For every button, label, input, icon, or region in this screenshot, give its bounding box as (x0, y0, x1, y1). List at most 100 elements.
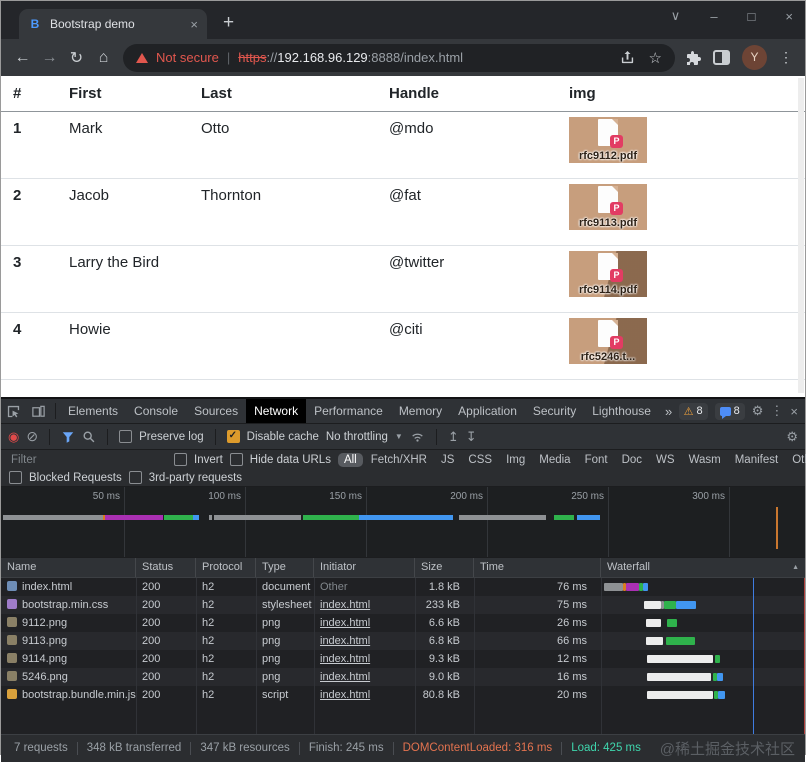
filter-chip-css[interactable]: CSS (468, 453, 493, 466)
preserve-log-checkbox[interactable] (119, 430, 133, 443)
request-initiator[interactable]: index.html (320, 671, 371, 683)
waterfall-bar-segment (718, 691, 725, 699)
import-har-icon[interactable]: ↥ (447, 428, 459, 444)
third-party-requests-checkbox[interactable] (128, 471, 142, 484)
column-header-waterfall[interactable]: Waterfall ▲ (601, 558, 805, 577)
filter-chip-ws[interactable]: WS (656, 453, 675, 466)
filter-funnel-icon[interactable] (61, 430, 75, 444)
network-request-row[interactable]: 9113.png 200 h2 png index.html 6.8 kB 66 ms (1, 632, 805, 650)
tab-security[interactable]: Security (532, 404, 577, 418)
window-minimize-icon[interactable]: – (710, 8, 718, 24)
network-request-row[interactable]: bootstrap.min.css 200 h2 stylesheet index.ht… (1, 596, 805, 614)
devtools-menu-icon[interactable]: ⋮ (770, 403, 784, 418)
column-header-type[interactable]: Type (256, 558, 314, 577)
request-initiator[interactable]: index.html (320, 635, 371, 647)
filter-chip-font[interactable]: Font (584, 453, 608, 466)
network-overview-timeline[interactable]: 50 ms 100 ms 150 ms 200 ms 250 ms 300 ms (1, 487, 805, 558)
browser-tab[interactable]: B Bootstrap demo × (19, 9, 207, 39)
request-initiator[interactable]: index.html (320, 617, 371, 629)
tab-console[interactable]: Console (134, 404, 179, 418)
filter-input[interactable] (9, 452, 167, 467)
invert-checkbox[interactable] (174, 453, 187, 466)
device-toolbar-icon[interactable] (26, 399, 51, 423)
bookmark-star-icon[interactable]: ☆ (648, 49, 662, 67)
cell-last: Thornton (193, 178, 381, 246)
filter-chip-manifest[interactable]: Manifest (734, 453, 779, 466)
filter-chip-wasm[interactable]: Wasm (688, 453, 721, 466)
record-network-log-icon[interactable]: ◉ (8, 428, 20, 444)
window-close-icon[interactable]: × (785, 8, 793, 24)
tab-sources[interactable]: Sources (194, 404, 239, 418)
export-har-icon[interactable]: ↧ (465, 428, 477, 444)
share-icon[interactable] (620, 50, 635, 65)
column-header-initiator[interactable]: Initiator (314, 558, 415, 577)
more-tabs-icon[interactable]: » (664, 403, 673, 419)
timeline-gridline (608, 487, 609, 557)
tab-close-icon[interactable]: × (190, 16, 198, 32)
not-secure-label[interactable]: Not secure (156, 50, 219, 65)
column-header-name[interactable]: Name (1, 558, 136, 577)
network-settings-icon[interactable]: ⚙ (786, 428, 798, 444)
tab-lighthouse[interactable]: Lighthouse (592, 404, 651, 418)
request-type: png (262, 635, 281, 647)
column-header-protocol[interactable]: Protocol (196, 558, 256, 577)
browser-menu-icon[interactable]: ⋮ (779, 49, 793, 65)
network-request-row[interactable]: index.html 200 h2 document Other 1.8 kB 76 ms (1, 578, 805, 596)
hide-data-urls-checkbox[interactable] (229, 453, 243, 466)
devtools-close-icon[interactable]: × (790, 403, 798, 419)
column-header-time[interactable]: Time (474, 558, 601, 577)
network-conditions-icon[interactable] (410, 430, 425, 444)
window-maximize-icon[interactable]: □ (747, 8, 756, 24)
overview-bar-segment (105, 515, 163, 520)
tab-performance[interactable]: Performance (314, 404, 383, 418)
request-initiator[interactable]: index.html (320, 653, 371, 665)
request-initiator[interactable]: index.html (320, 689, 371, 701)
side-panel-icon[interactable] (713, 50, 730, 65)
network-request-row[interactable]: 9114.png 200 h2 png index.html 9.3 kB 12 ms (1, 650, 805, 668)
throttling-select[interactable]: No throttling (325, 430, 388, 443)
filter-chip-all[interactable]: All (337, 452, 363, 467)
request-initiator[interactable]: index.html (320, 599, 371, 611)
filter-chip-media[interactable]: Media (539, 453, 571, 466)
tab-memory[interactable]: Memory (398, 404, 443, 418)
devtools-settings-icon[interactable]: ⚙ (751, 403, 764, 418)
inspect-element-icon[interactable] (1, 399, 26, 423)
preserve-log-label: Preserve log (139, 430, 204, 443)
window-chevron-icon[interactable]: ∨ (670, 8, 681, 23)
profile-avatar[interactable]: Y (742, 45, 767, 70)
filter-chip-fetch-xhr[interactable]: Fetch/XHR (370, 453, 427, 466)
address-bar[interactable]: Not secure | https :// 192.168.96.129 :8… (123, 43, 675, 72)
tab-network[interactable]: Network (246, 399, 307, 423)
network-request-row[interactable]: bootstrap.bundle.min.js 200 h2 script index.… (1, 686, 805, 704)
network-request-row[interactable]: 5246.png 200 h2 png index.html 9.0 kB 16 ms (1, 668, 805, 686)
home-icon[interactable]: ⌂ (98, 48, 109, 66)
pdf-filename: rfc9113.pdf (578, 217, 638, 229)
network-request-row[interactable]: 9112.png 200 h2 png index.html 6.6 kB 26 ms (1, 614, 805, 632)
page-scrollbar[interactable] (798, 78, 804, 393)
filter-chip-img[interactable]: Img (506, 453, 526, 466)
back-icon[interactable]: ← (14, 48, 31, 66)
extensions-puzzle-icon[interactable] (685, 50, 701, 66)
disable-cache-checkbox[interactable] (226, 430, 240, 443)
request-status: 200 (142, 635, 161, 647)
tab-application[interactable]: Application (458, 404, 517, 418)
column-header-size[interactable]: Size (415, 558, 474, 577)
messages-badge[interactable]: 8 (714, 402, 745, 420)
filter-chip-js[interactable]: JS (440, 453, 455, 466)
warnings-badge[interactable]: ⚠ 8 (678, 402, 708, 420)
new-tab-button[interactable]: + (223, 12, 235, 33)
clear-network-log-icon[interactable]: ⊘ (26, 428, 39, 444)
search-icon[interactable] (82, 430, 96, 444)
blocked-requests-checkbox[interactable] (9, 471, 22, 484)
column-header-status[interactable]: Status (136, 558, 196, 577)
forward-icon[interactable]: → (41, 48, 58, 66)
filter-chip-other[interactable]: Other (792, 453, 806, 466)
reload-icon[interactable]: ↻ (69, 49, 84, 67)
tab-elements[interactable]: Elements (68, 404, 119, 418)
filter-chip-doc[interactable]: Doc (621, 453, 643, 466)
